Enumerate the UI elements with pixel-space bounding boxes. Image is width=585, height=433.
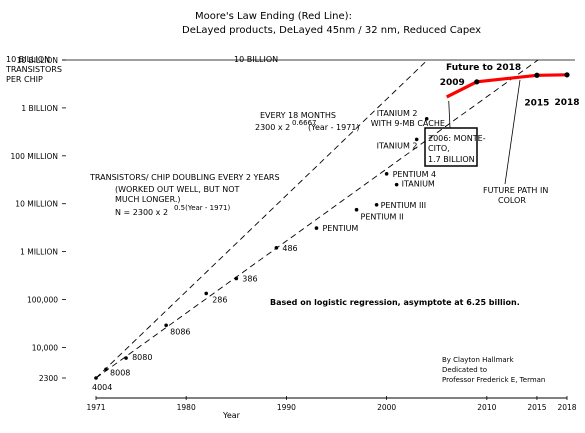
chart-subtitle: DeLayed products, DeLayed 45nm / 32 nm, … <box>182 25 481 36</box>
point-4004 <box>94 376 98 380</box>
every18-line3: (Year - 1971) <box>308 123 360 132</box>
x-tick-label-2010: 2010 <box>477 403 496 412</box>
point-label-pentium-iii: PENTIUM III <box>381 201 427 210</box>
point-label-pentium-4: PENTIUM 4 <box>393 170 437 179</box>
point-label-286: 286 <box>212 295 227 304</box>
doubling-exp: 0.5(Year - 1971) <box>174 204 230 212</box>
point-label-pentium: PENTIUM <box>322 224 358 233</box>
point-label-486: 486 <box>282 244 297 253</box>
y-tick-label-3: 10 MILLION <box>15 200 58 209</box>
x-axis-label: Year <box>222 411 241 420</box>
y-tick-label-4: 1 MILLION <box>20 248 58 257</box>
future-marker-2015 <box>534 72 540 78</box>
point-label-8008: 8008 <box>110 368 130 377</box>
point-486 <box>274 246 279 250</box>
every18-exp: 0.6667 <box>292 119 317 127</box>
montecito-pointer <box>448 100 451 129</box>
x-ticks: 1971 1980 1990 2000 2010 2015 2018 <box>86 396 577 412</box>
y-ticks: 10 BILLION 1 BILLION 100 MILLION 10 MILLION… <box>11 56 66 383</box>
trend-lines <box>95 59 539 379</box>
future-path-annotation: FUTURE PATH IN COLOR <box>483 79 548 205</box>
y-axis-label-3: PER CHIP <box>6 75 43 84</box>
point-itanium-2-with-9-mb-cache <box>424 117 429 121</box>
doubling-line3: MUCH LONGER.) <box>115 195 181 204</box>
future-marker-2009 <box>474 79 480 85</box>
doubling-line4: N = 2300 x 2 <box>115 208 168 217</box>
x-tick-label-2015: 2015 <box>527 403 546 412</box>
future-marker-label-2018: 2018 <box>554 98 579 108</box>
point-label-8080: 8080 <box>132 353 152 362</box>
future-path: 2009 2015 2018 <box>440 72 580 129</box>
montecito-line2: CITO, <box>428 144 450 153</box>
credit: By Clayton Hallmark Dedicated to Profess… <box>442 356 545 384</box>
future-marker-2018 <box>564 72 570 78</box>
future-title: Future to 2018 <box>446 63 521 73</box>
montecito-annotation: 2006: MONTE- CITO, 1.7 BILLION <box>424 127 486 167</box>
point-label-4004: 4004 <box>92 383 112 392</box>
montecito-line1: 2006: MONTE- <box>428 134 486 143</box>
future-marker-label-2009: 2009 <box>440 78 465 88</box>
future-path-label-2: COLOR <box>498 196 526 205</box>
future-path-arrow <box>504 79 521 185</box>
point-8086 <box>164 323 168 328</box>
doubling-line2: (WORKED OUT WELL, BUT NOT <box>115 185 239 194</box>
credit-line2: Dedicated to <box>442 366 487 374</box>
point-286 <box>204 291 209 296</box>
ref-line-label: 10 BILLION <box>234 55 278 64</box>
future-marker-label-2015: 2015 <box>524 98 549 108</box>
montecito-line3: 1.7 BILLION <box>428 155 475 164</box>
doubling-annotation: TRANSISTORS/ CHIP DOUBLING EVERY 2 YEARS… <box>89 173 280 217</box>
point-itanium-2 <box>414 137 419 142</box>
credit-line3: Professor Frederick E, Terman <box>442 376 545 384</box>
credit-line1: By Clayton Hallmark <box>442 356 515 364</box>
axes <box>62 59 575 399</box>
point-itanium <box>394 182 399 187</box>
doubling-line1: TRANSISTORS/ CHIP DOUBLING EVERY 2 YEARS <box>89 173 280 182</box>
x-tick-label-1990: 1990 <box>277 403 296 412</box>
point-8080 <box>124 356 128 360</box>
y-tick-label-5: 100,000 <box>27 296 58 305</box>
x-tick-label-1971: 1971 <box>86 403 105 412</box>
montecito-box <box>424 127 478 167</box>
point-label-8086: 8086 <box>170 327 190 336</box>
future-path-line <box>445 73 568 99</box>
x-tick-label-1980: 1980 <box>177 403 196 412</box>
point-pentium-ii <box>354 207 359 212</box>
logistic-note: Based on logistic regression, asymptote … <box>270 298 520 307</box>
every18-annotation: EVERY 18 MONTHS 2300 x 2 0.6667 (Year - … <box>255 111 360 132</box>
trend-line-0 <box>95 59 428 379</box>
y-tick-label-6: 10,000 <box>32 343 58 352</box>
point-8008 <box>104 367 108 372</box>
future-path-label-1: FUTURE PATH IN <box>483 186 548 195</box>
point-label-itanium-2: ITANIUM 2 <box>377 141 418 150</box>
chart-title: Moore's Law Ending (Red Line): <box>195 11 352 22</box>
point-label-itanium-2-with-9-mb-cache-2: WITH 9-MB CACHE <box>371 119 445 128</box>
point-label-386: 386 <box>242 274 257 283</box>
every18-line1: EVERY 18 MONTHS <box>260 111 336 120</box>
y-tick-label-2: 100 MILLION <box>11 152 58 161</box>
y-axis-label-2: TRANSISTORS <box>5 65 62 74</box>
every18-line2: 2300 x 2 <box>255 123 290 132</box>
point-label-pentium-ii: PENTIUM II <box>361 213 404 222</box>
point-pentium-iii <box>374 202 379 207</box>
y-axis-label-1: 10 BILLION <box>6 55 50 64</box>
y-tick-label-1: 1 BILLION <box>21 104 58 113</box>
point-pentium-4 <box>384 172 389 176</box>
point-386 <box>234 276 239 281</box>
y-tick-label-0: 10 BILLION <box>17 56 58 65</box>
x-tick-label-2018: 2018 <box>557 403 576 412</box>
y-tick-label-7: 2300 <box>39 374 58 383</box>
x-tick-label-2000: 2000 <box>377 403 396 412</box>
point-label-itanium: ITANIUM <box>402 180 435 189</box>
data-points: 4004800880808086286386486PENTIUMPENTIUM … <box>92 109 445 392</box>
trend-line-1 <box>95 59 539 379</box>
point-pentium <box>314 226 319 230</box>
point-label-itanium-2-with-9-mb-cache-1: ITANIUM 2 <box>377 109 418 118</box>
